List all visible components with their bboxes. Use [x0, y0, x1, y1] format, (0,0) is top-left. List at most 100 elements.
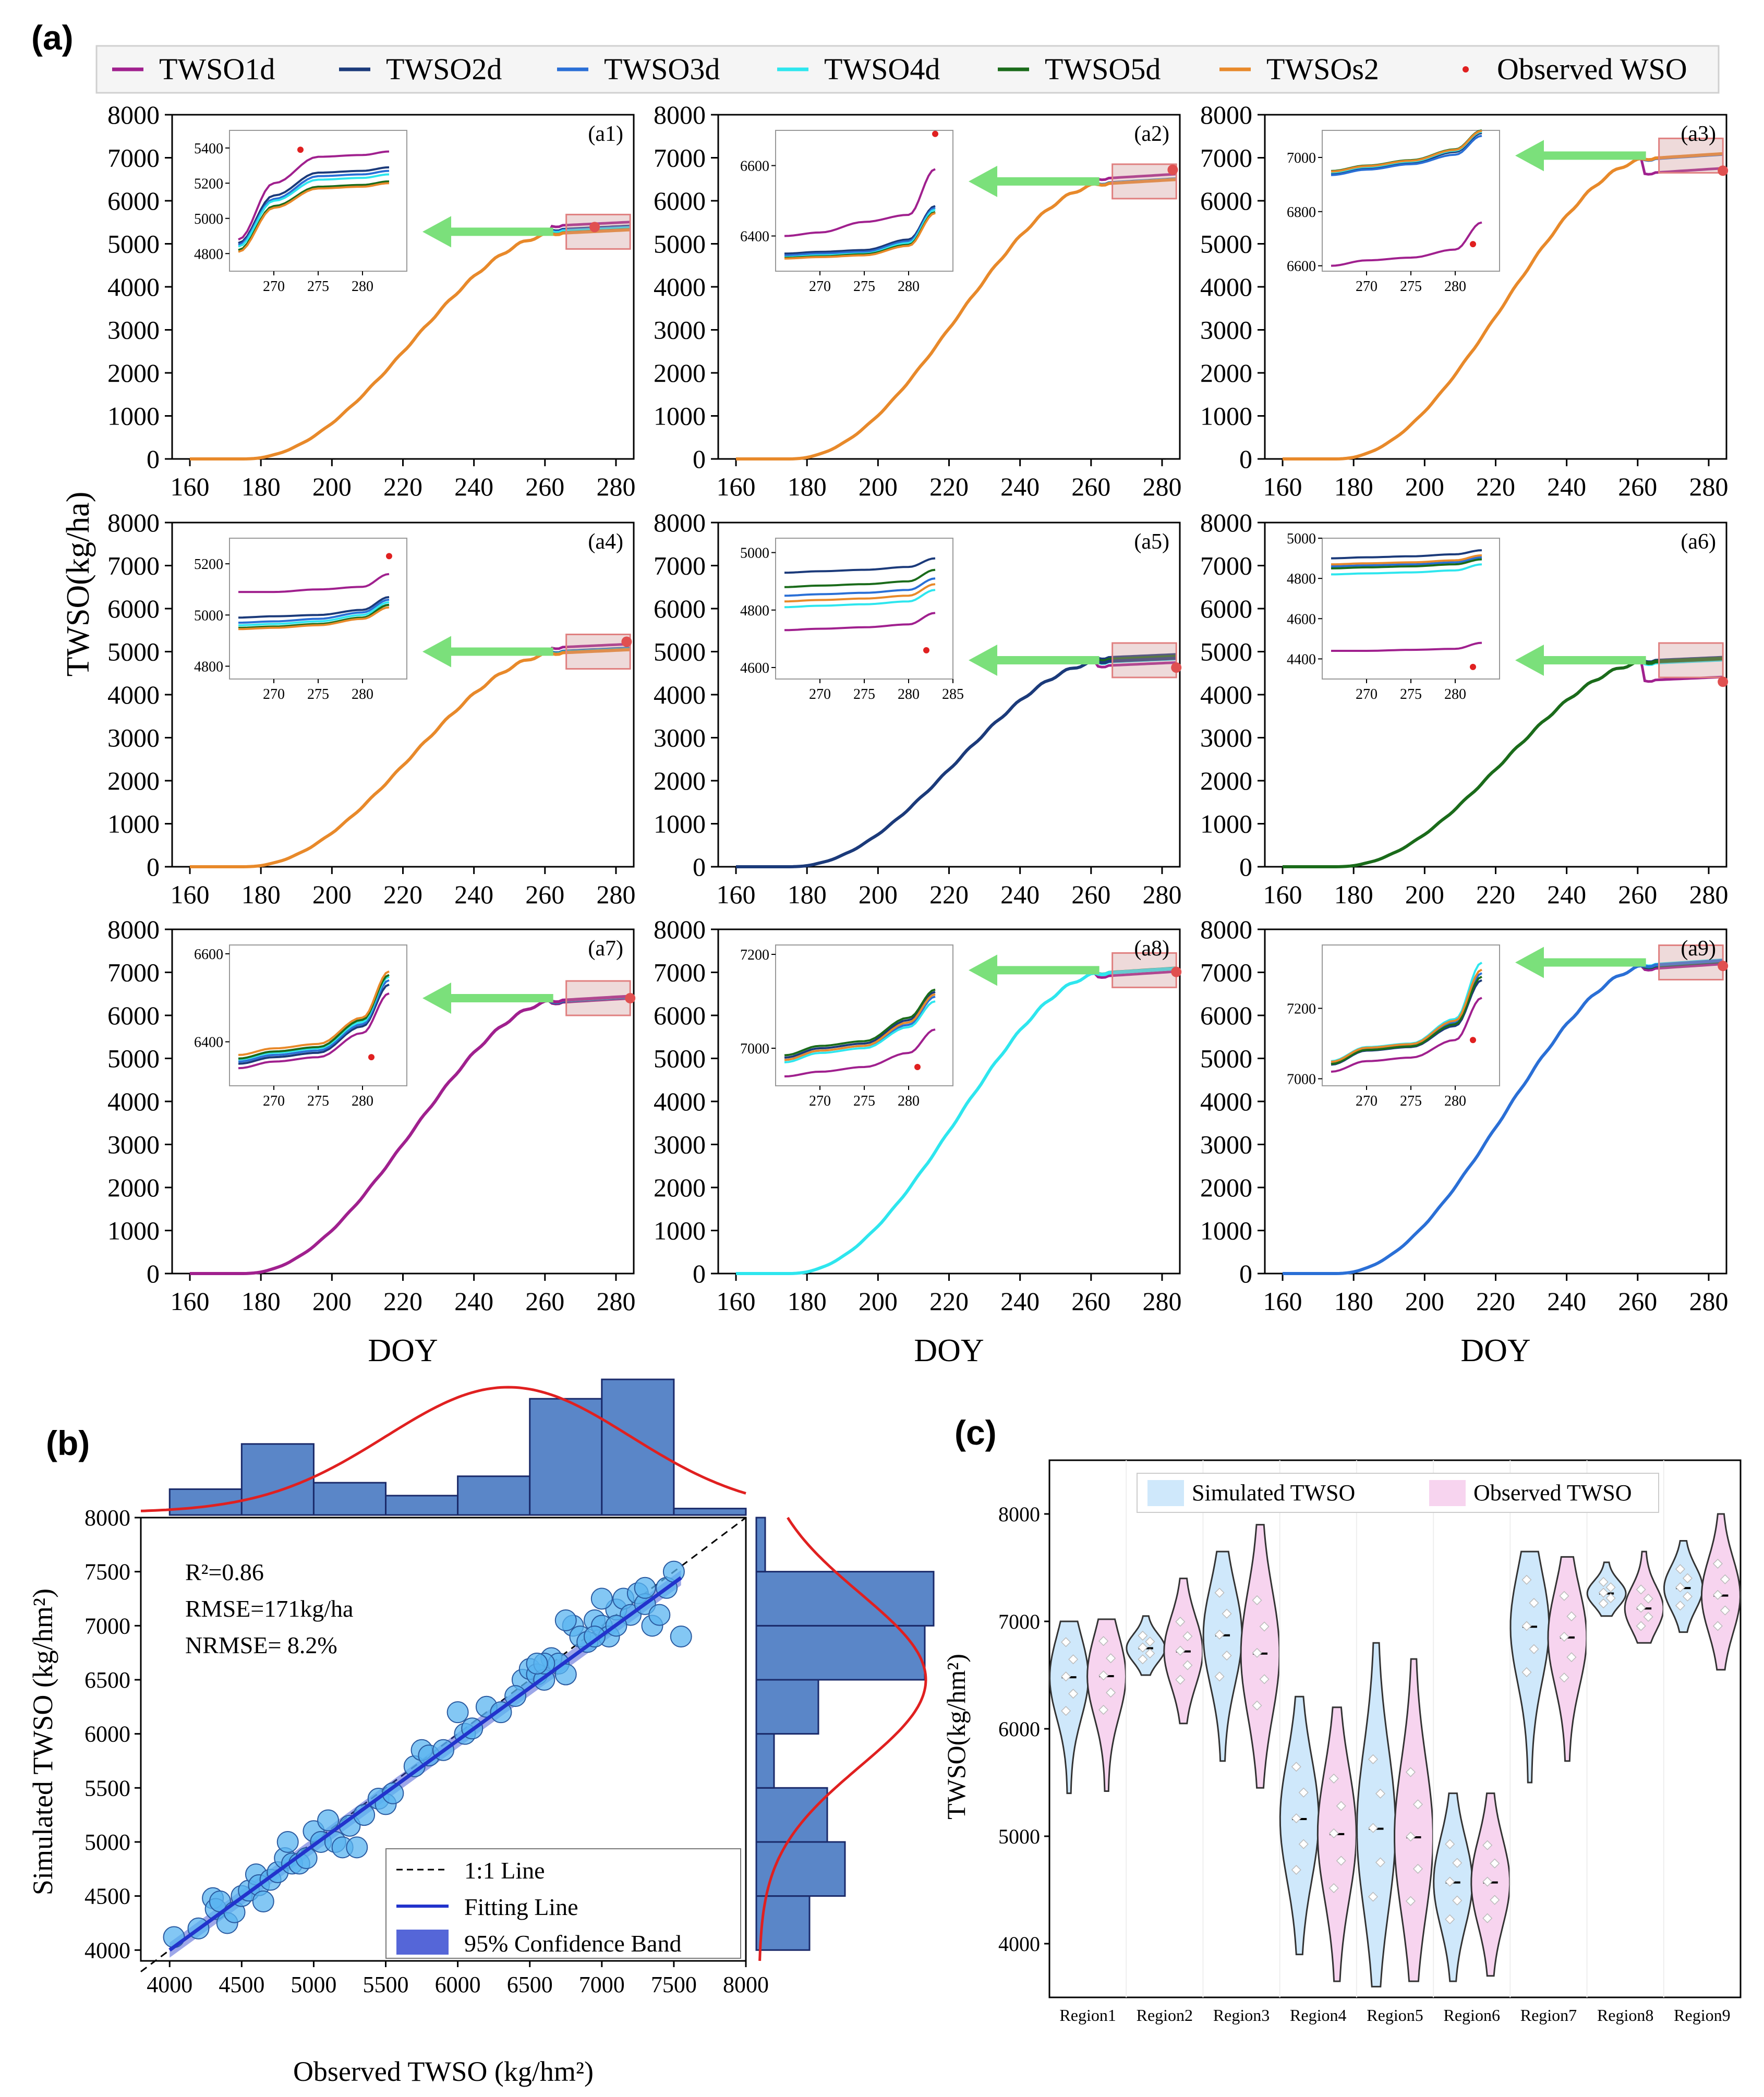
x-tick-label: 260	[1618, 472, 1657, 501]
data-marker	[1643, 1611, 1653, 1622]
inset-series	[238, 173, 390, 248]
y-tick-label: 0	[693, 1259, 706, 1288]
data-marker	[1521, 1621, 1532, 1631]
scatter-point	[276, 1831, 299, 1853]
data-marker	[1490, 1895, 1500, 1905]
plot-frame	[1048, 1459, 1742, 1998]
scatter-point	[590, 1587, 613, 1610]
data-marker	[1259, 1621, 1270, 1632]
y-tick-label: 6000	[1200, 186, 1252, 215]
inset-series	[238, 970, 390, 1056]
panel-a4: 160 180 200 220 240 260 280 0 1000 2000 3000 4000 50…	[107, 508, 635, 909]
inset-series	[784, 589, 936, 609]
data-marker	[1138, 1654, 1148, 1665]
panel-a3: 160 180 200 220 240 260 280 0 1000 2000 3000 4000 50…	[1200, 100, 1728, 501]
data-marker	[1175, 1645, 1186, 1656]
data-marker	[1482, 1840, 1493, 1850]
inset-series	[1331, 558, 1482, 569]
x-tick-label: 6500	[507, 1972, 553, 1997]
x-tick-label: 6000	[435, 1972, 481, 1997]
inset-series	[238, 150, 390, 241]
inset-x-tick-label: 280	[898, 686, 920, 702]
highlight-box	[565, 213, 631, 250]
data-marker	[1138, 1630, 1148, 1641]
inset-series	[784, 988, 936, 1057]
x-tick-label: 7000	[579, 1972, 625, 1997]
data-marker	[1490, 1858, 1500, 1869]
x-hist-bar	[385, 1495, 459, 1516]
inset-series	[238, 601, 390, 626]
category-label: Region2	[1137, 2006, 1193, 2025]
y-tick-label: 8000	[654, 100, 706, 129]
inset-x-tick-label: 280	[352, 1093, 373, 1109]
legend-a-swatch-6	[1463, 66, 1469, 72]
chart-b-scatter: 4000 4500 5000 5500 6000 6500 7000 7500 8000 4000…	[27, 1378, 935, 2087]
ylabel-c: TWSO(kg/hm²)	[941, 1654, 971, 1820]
x-tick-label: 220	[383, 1287, 422, 1316]
panel-a9: 160 180 200 220 240 260 280 0 1000 2000 3000 4000 50…	[1200, 915, 1728, 1316]
data-marker	[1175, 1617, 1186, 1627]
fitting-line	[168, 1576, 682, 1952]
data-marker	[1598, 1598, 1609, 1609]
y-tick-label: 7500	[84, 1559, 130, 1585]
inset-series	[784, 577, 936, 597]
series-line	[736, 178, 1177, 460]
inset-series	[238, 573, 390, 593]
data-marker	[1291, 1813, 1301, 1824]
x-tick-label: 280	[1689, 1287, 1728, 1316]
data-marker	[1068, 1689, 1079, 1699]
inset-observed-point	[923, 647, 929, 653]
inset-series	[784, 168, 936, 237]
violin-shape	[1240, 1524, 1280, 1789]
zoom-arrowhead	[422, 983, 451, 1014]
data-marker	[1182, 1660, 1193, 1670]
inset-series	[238, 598, 390, 624]
y-tick-label: 3000	[107, 723, 160, 753]
category-label: Region6	[1444, 2006, 1500, 2025]
x-tick-label: 180	[1334, 472, 1373, 501]
x-tick-label: 260	[525, 880, 564, 909]
data-marker	[1298, 1787, 1309, 1798]
legend-c-label-1: Observed TWSO	[1473, 1480, 1632, 1506]
data-marker	[1368, 1823, 1379, 1833]
x-tick-label: 180	[788, 1287, 827, 1316]
data-marker	[1521, 1574, 1532, 1585]
x-tick-label: 200	[312, 472, 352, 501]
legend-b-label-0: 1:1 Line	[464, 1857, 545, 1884]
data-marker	[1098, 1705, 1109, 1715]
data-marker	[1259, 1674, 1270, 1684]
x-tick-label: 240	[1547, 472, 1586, 501]
inset-y-tick-label: 4600	[740, 660, 769, 676]
inset-x-tick-label: 280	[1444, 686, 1466, 702]
inset-series	[1331, 556, 1482, 567]
legend-a-label-2: TWSO3d	[604, 52, 720, 86]
xlabel-a: DOY	[368, 1333, 438, 1368]
data-marker	[1598, 1577, 1609, 1587]
y-tick-label: 3000	[1200, 316, 1252, 345]
ylabel-a: TWSO(kg/ha)	[61, 492, 96, 677]
y-tick-label: 2000	[654, 1173, 706, 1202]
y-tick-label: 7000	[84, 1613, 130, 1639]
data-marker	[1291, 1762, 1301, 1772]
chart-a-grid: TWSO(kg/ha) 160 180 200 220 240 260 280 0 1000 200…	[61, 100, 1728, 1368]
inset-x-tick-label: 275	[1400, 686, 1422, 702]
y-tick-label: 5000	[998, 1825, 1040, 1848]
inset-y-tick-label: 6600	[194, 947, 223, 963]
y-density-curve	[758, 1517, 927, 1961]
inset-observed-point	[368, 1054, 374, 1061]
inset-series	[1331, 563, 1482, 576]
inset-frame	[775, 538, 953, 680]
inset-x-tick-label: 270	[263, 686, 285, 702]
y-tick-label: 5000	[654, 1044, 706, 1073]
violin-shape	[1316, 1706, 1357, 1982]
x-tick-label: 220	[383, 472, 422, 501]
data-marker	[1529, 1598, 1539, 1608]
y-tick-label: 7000	[107, 958, 160, 987]
inset-series	[1331, 549, 1482, 560]
observed-point	[621, 636, 632, 647]
x-tick-label: 160	[171, 472, 210, 501]
data-marker	[1566, 1611, 1577, 1621]
data-marker	[1598, 1587, 1609, 1598]
x-tick-label: 220	[929, 1287, 969, 1316]
panel-a5: 160 180 200 220 240 260 280 0 1000 2000 3000 4000 50…	[654, 508, 1181, 909]
